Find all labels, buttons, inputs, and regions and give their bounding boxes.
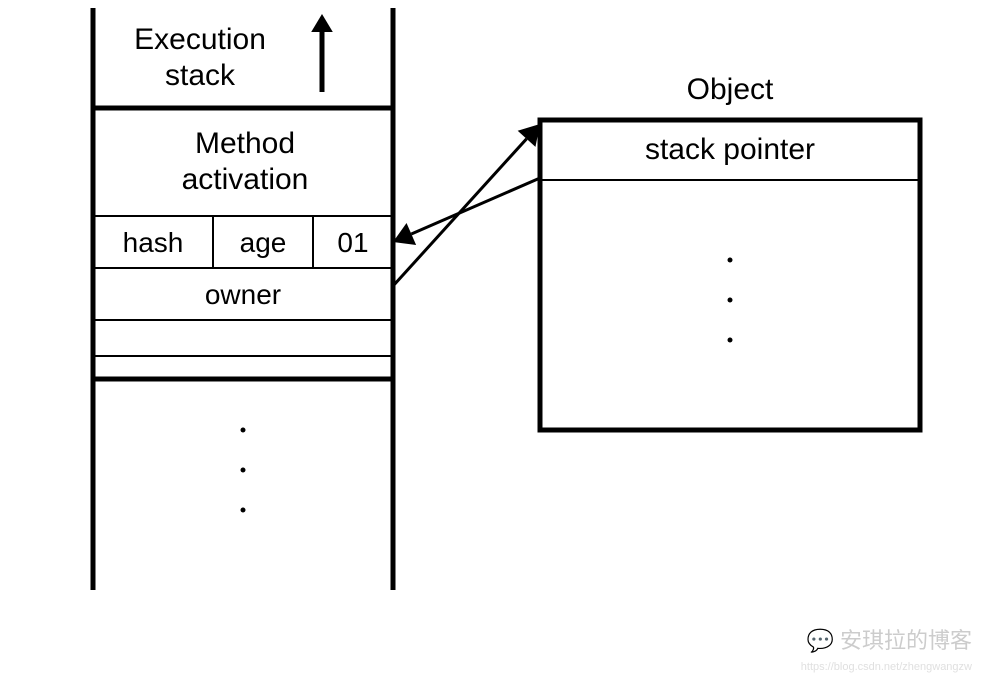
stack-title: Execution stack (100, 22, 300, 94)
stack-title-line1: Execution (134, 23, 266, 56)
watermark-url: https://blog.csdn.net/zhengwangzw (801, 661, 972, 673)
stack-title-line2: stack (165, 59, 235, 92)
method-label-line1: Method (195, 127, 295, 160)
cell-01: 01 (313, 226, 393, 260)
method-label-line2: activation (182, 163, 309, 196)
stack-pointer-label: stack pointer (560, 132, 900, 168)
diagram-svg (0, 0, 1000, 679)
watermark: 💬 安琪拉的博客 (806, 623, 972, 655)
owner-label: owner (93, 278, 393, 312)
wechat-icon: 💬 (806, 628, 833, 653)
method-activation-label: Method activation (145, 126, 345, 198)
cell-age: age (213, 226, 313, 260)
cell-hash: hash (93, 226, 213, 260)
stack-diagram: Execution stack Method activation hash a… (0, 0, 1000, 679)
object-title: Object (620, 72, 840, 108)
watermark-text: 安琪拉的博客 (840, 628, 972, 653)
